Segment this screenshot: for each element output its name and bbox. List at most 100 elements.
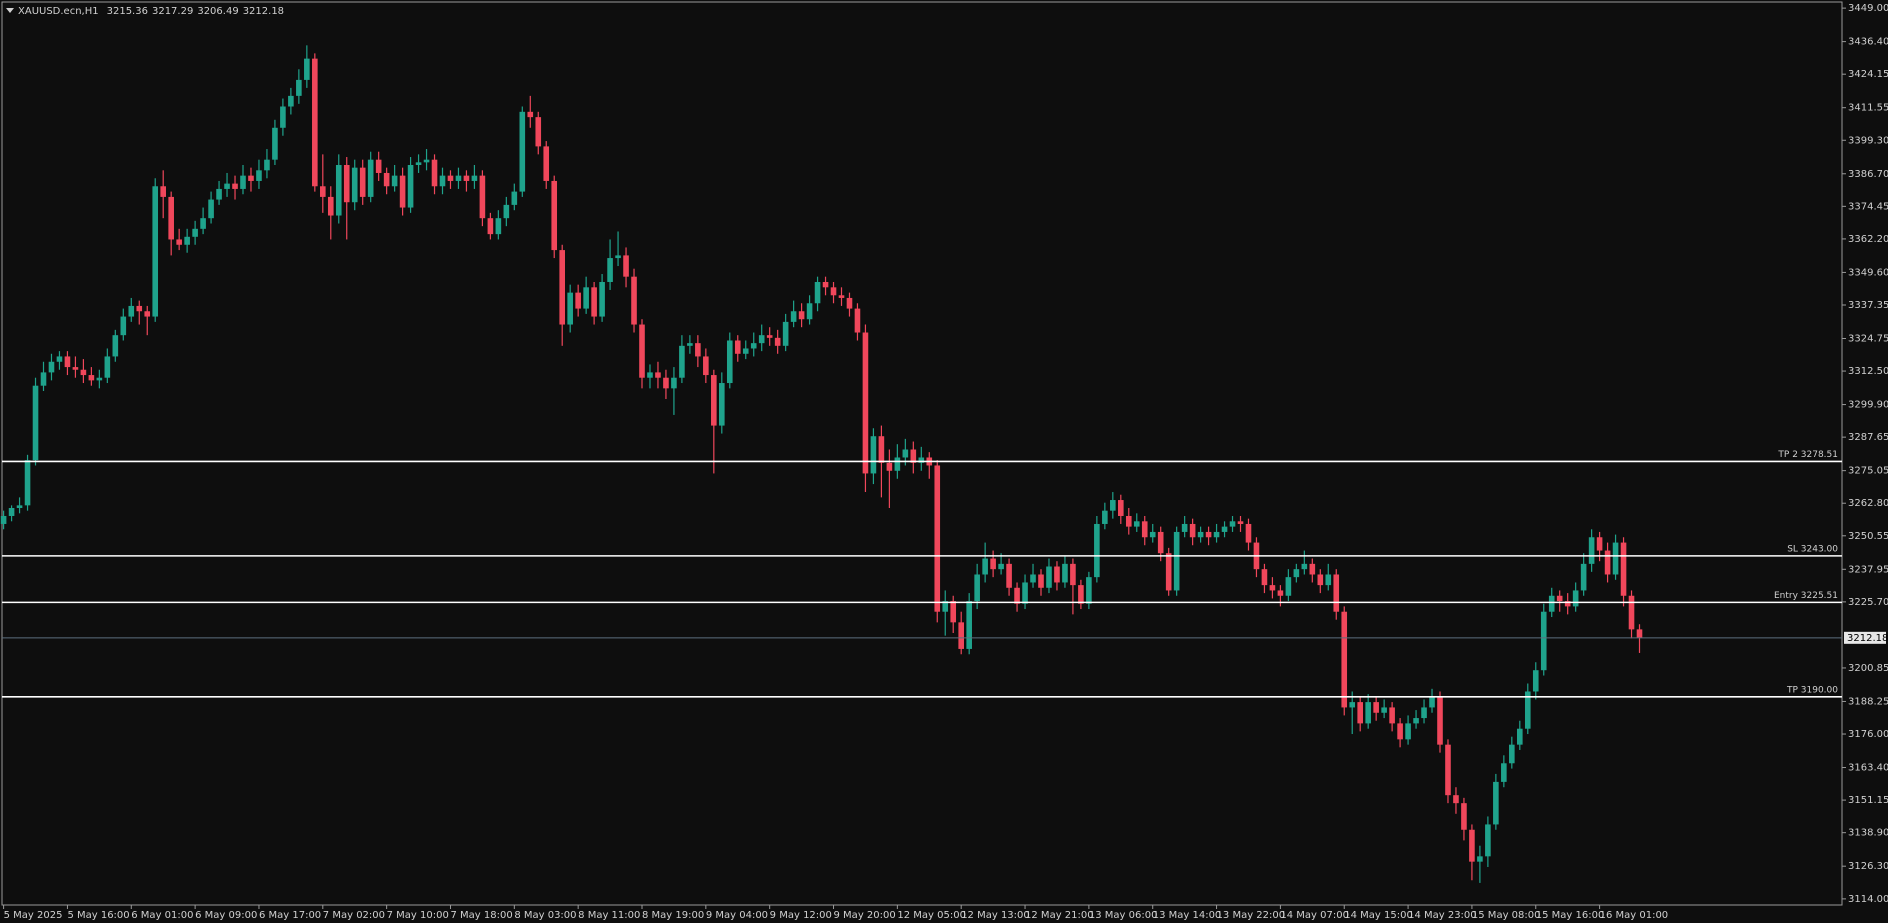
candle-body (966, 601, 972, 649)
candle-body (1261, 569, 1268, 586)
candle-body (383, 172, 390, 187)
candle-body (1485, 824, 1491, 857)
candle-body (240, 175, 246, 189)
x-tick-label: 14 May 23:00 (1408, 910, 1477, 921)
candle-body (455, 175, 462, 181)
candle-body (200, 218, 206, 229)
candle-body (1189, 523, 1196, 538)
candle-body (72, 367, 79, 370)
candle-body (176, 239, 182, 245)
y-tick-label: 3411.55 (1848, 103, 1888, 114)
y-tick-label: 3176.00 (1848, 729, 1888, 740)
candle-body (910, 449, 917, 463)
candle-body (862, 332, 869, 474)
candle-body (1030, 574, 1036, 583)
candle-body (1628, 595, 1635, 630)
bid-label-box (1844, 631, 1886, 644)
candle-body (351, 167, 358, 203)
candle-body (104, 356, 111, 378)
candle-body (1604, 550, 1611, 575)
candle-body (359, 167, 366, 197)
candle-body (192, 228, 198, 237)
y-tick-label: 3237.95 (1848, 564, 1888, 575)
candle-body (639, 324, 645, 378)
candle-body (1301, 563, 1308, 570)
header-ohlc: 3212.18 (243, 6, 284, 17)
candle-body (264, 159, 270, 171)
x-tick-label: 9 May 04:00 (706, 910, 768, 921)
x-tick-label: 12 May 05:00 (897, 910, 966, 921)
candle-body (846, 297, 853, 309)
candle-body (32, 385, 39, 461)
candle-body (447, 175, 454, 181)
candle-body (16, 505, 23, 509)
candle-body (1588, 537, 1595, 564)
candle-body (0, 515, 7, 524)
candle-body (647, 372, 653, 378)
candle-body (1038, 574, 1044, 588)
level-label: TP 3190.00 (1786, 685, 1838, 695)
y-tick-label: 3337.35 (1848, 300, 1888, 311)
x-tick-label: 13 May 22:00 (1217, 910, 1286, 921)
candle-body (1197, 531, 1204, 538)
candle-body (1022, 582, 1028, 604)
candle-body (918, 457, 925, 463)
x-tick-label: 7 May 10:00 (387, 910, 449, 921)
candle-body (583, 287, 589, 309)
candle-body (511, 191, 518, 205)
x-tick-label: 8 May 03:00 (514, 910, 576, 921)
candle-body (120, 316, 127, 336)
candle-body (431, 159, 438, 187)
candle-body (543, 146, 550, 181)
candle-body (487, 218, 494, 235)
candle-body (168, 196, 174, 240)
candle-body (1213, 531, 1220, 538)
candle-body (1524, 691, 1531, 729)
candle-body (551, 180, 558, 251)
candle-body (1556, 595, 1563, 602)
candle-body (1078, 585, 1084, 604)
candle-body (798, 311, 805, 320)
candle-body (1309, 563, 1316, 575)
candle-body (663, 377, 669, 389)
candle-body (1102, 510, 1108, 524)
candle-body (64, 356, 71, 368)
x-tick-label: 5 May 2025 (4, 910, 63, 921)
candle-body (152, 186, 159, 317)
candle-body (958, 622, 964, 649)
candle-body (1229, 521, 1236, 527)
candle-body (782, 321, 789, 346)
candle-body (711, 375, 717, 426)
candle-body (1532, 670, 1539, 692)
candle-body (894, 457, 901, 471)
x-tick-label: 12 May 21:00 (1025, 910, 1094, 921)
x-tick-label: 8 May 19:00 (642, 910, 704, 921)
candle-body (1540, 611, 1547, 671)
y-tick-label: 3138.90 (1848, 828, 1888, 839)
level-label: Entry 3225.51 (1774, 591, 1838, 601)
candle-body (1564, 601, 1571, 607)
candle-body (1429, 696, 1435, 708)
candle-body (750, 343, 757, 349)
candle-body (112, 335, 119, 357)
candle-body (1580, 563, 1587, 591)
candle-body (950, 601, 957, 623)
candle-body (495, 218, 502, 235)
candle-body (232, 183, 238, 189)
candle-body (272, 127, 278, 160)
candle-body (8, 508, 15, 516)
candle-body (854, 308, 861, 333)
candle-body (766, 335, 773, 338)
candle-body (559, 250, 565, 325)
candle-body (1365, 702, 1371, 724)
candle-body (1349, 702, 1356, 708)
candle-body (527, 111, 534, 118)
candle-body (1245, 523, 1252, 543)
bid-label: 3212.18 (1847, 633, 1888, 644)
candle-body (160, 186, 166, 197)
candle-body (216, 188, 222, 200)
candle-body (1596, 537, 1603, 551)
candle-body (312, 58, 318, 187)
